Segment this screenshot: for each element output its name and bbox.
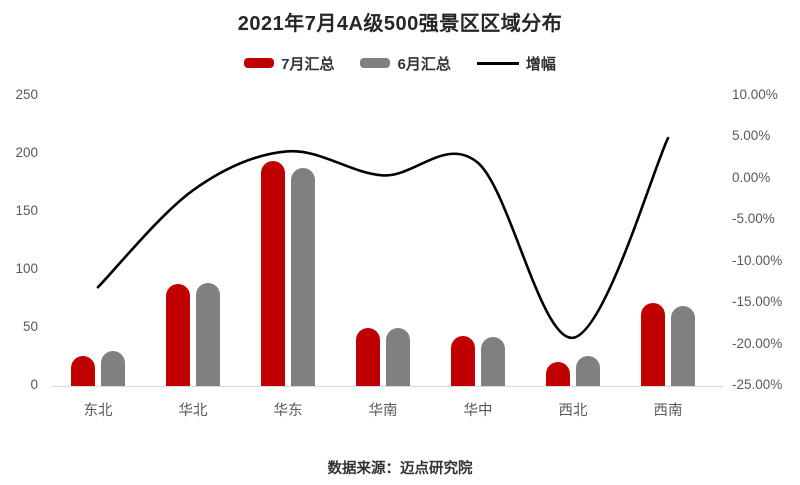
bar-july-华东 [261, 161, 285, 386]
legend-item-july: 7月汇总 [244, 53, 334, 74]
legend: 7月汇总 6月汇总 增幅 [0, 52, 800, 74]
left-axis-tick-label: 250 [15, 87, 38, 102]
legend-label-july: 7月汇总 [281, 55, 335, 73]
bar-june-西南 [671, 306, 695, 386]
x-axis-label-东北: 东北 [83, 403, 113, 419]
x-axis-label-华南: 华南 [368, 403, 398, 419]
bar-june-华北 [196, 282, 220, 386]
right-axis-tick-label: -20.00% [732, 335, 783, 351]
legend-label-growth: 增幅 [525, 55, 556, 73]
bar-july-华北 [166, 284, 190, 386]
bar-june-华中 [481, 337, 505, 386]
right-axis-tick-label: 10.00% [732, 87, 778, 102]
bar-july-西北 [546, 361, 570, 386]
left-axis-tick-label: 0 [30, 377, 38, 392]
july-series-swatch [244, 58, 275, 68]
bar-july-东北 [71, 356, 95, 386]
right-axis-tick-label: -10.00% [732, 252, 783, 268]
right-axis-tick-label: -5.00% [732, 211, 775, 227]
left-axis-tick-label: 200 [15, 145, 38, 160]
bar-july-华南 [356, 328, 380, 386]
bar-june-华南 [386, 328, 410, 386]
x-axis-label-西北: 西北 [558, 403, 588, 419]
chart-title: 2021年7月4A级500强景区区域分布 [237, 13, 563, 35]
right-axis-tick-label: -25.00% [732, 377, 783, 392]
right-axis-tick-label: -15.00% [732, 294, 783, 310]
x-axis-baseline [52, 386, 723, 387]
right-axis-tick-label: 5.00% [732, 128, 771, 144]
growth-line-swatch [476, 61, 519, 65]
left-axis-tick-label: 150 [15, 203, 38, 218]
right-axis-tick-label: 0.00% [732, 169, 771, 185]
bar-june-东北 [101, 351, 125, 386]
footer-source: 数据来源：迈点研究院 [327, 461, 473, 477]
x-axis-label-西南: 西南 [653, 403, 683, 419]
x-axis-label-华北: 华北 [178, 403, 208, 419]
legend-item-june: 6月汇总 [360, 53, 451, 74]
left-axis-tick-label: 50 [22, 319, 38, 334]
legend-item-growth: 增幅 [476, 53, 556, 74]
june-series-swatch [360, 58, 391, 68]
bar-july-西南 [641, 302, 665, 386]
x-axis-label-华东: 华东 [273, 403, 303, 419]
bar-june-华东 [291, 168, 315, 386]
x-axis-label-华中: 华中 [463, 403, 493, 419]
bar-july-华中 [451, 336, 475, 386]
bar-june-西北 [576, 356, 600, 386]
left-axis-tick-label: 100 [15, 261, 38, 276]
legend-label-june: 6月汇总 [397, 55, 451, 73]
